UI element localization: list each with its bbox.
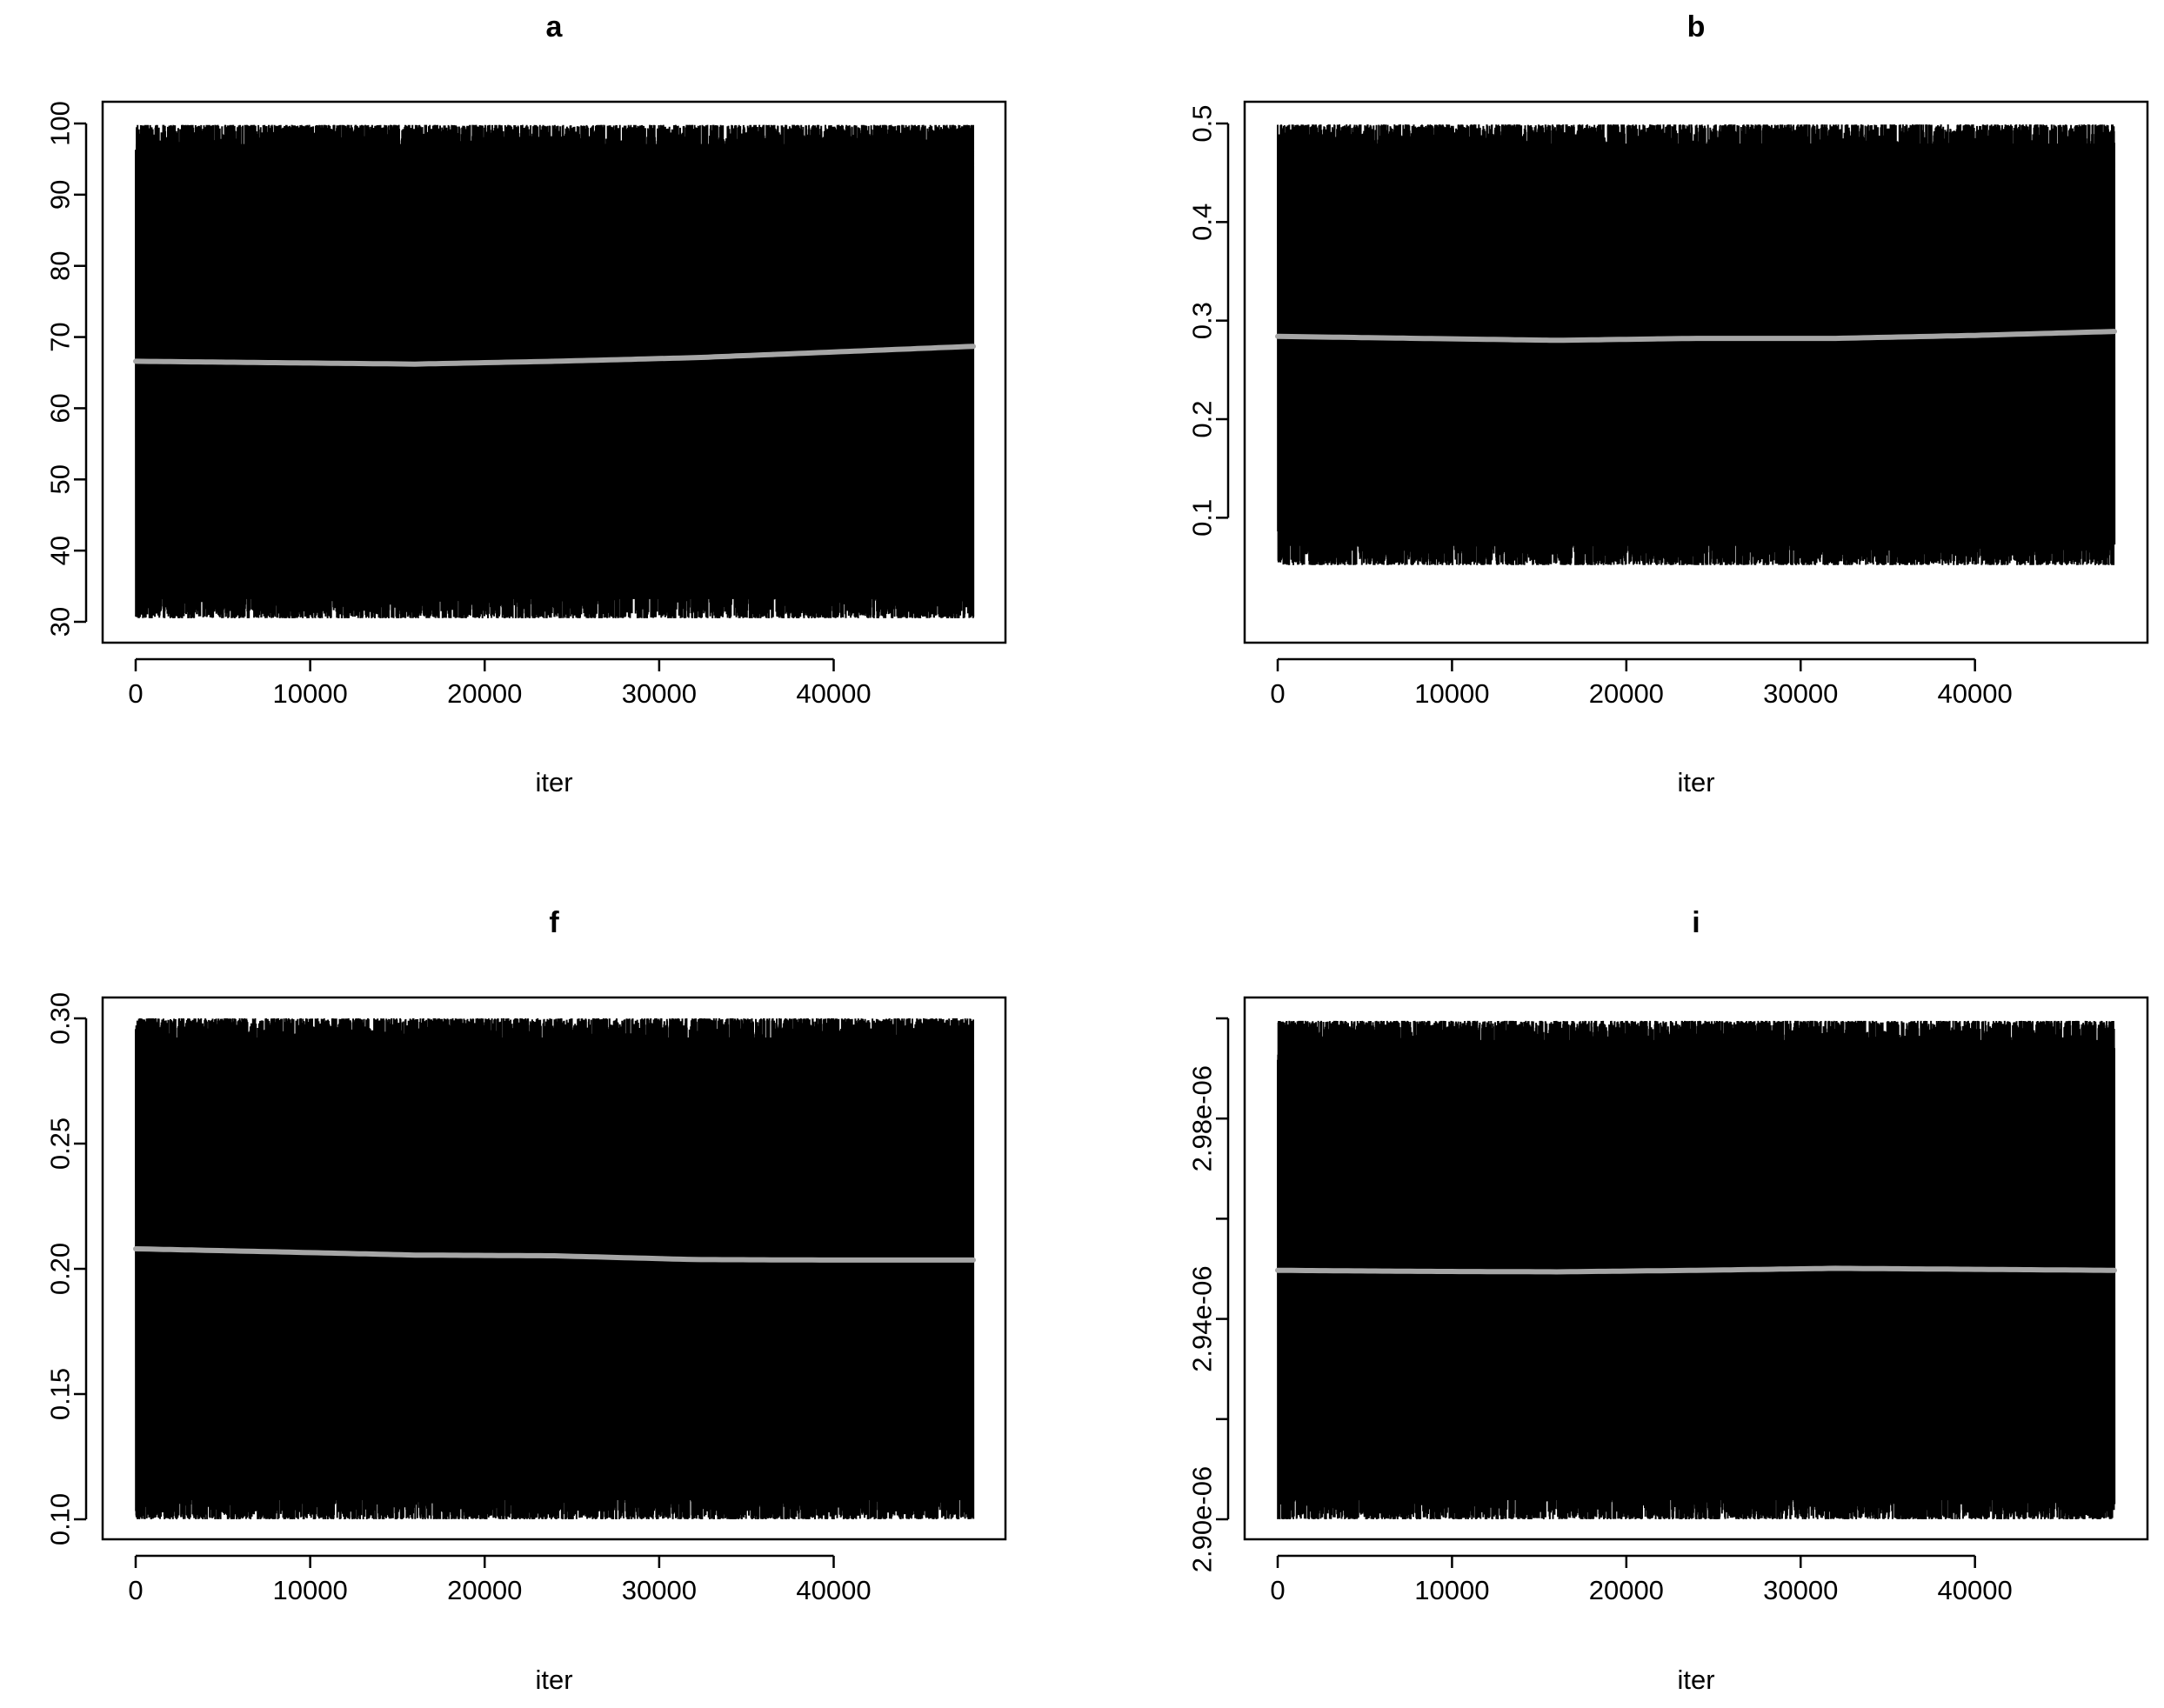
y-tick-label: 0.3: [1187, 302, 1218, 339]
x-tick-label: 20000: [1589, 678, 1664, 709]
y-tick-label: 0.20: [45, 1243, 76, 1295]
y-tick-label: 90: [45, 180, 76, 210]
x-axis-label: iter: [1677, 767, 1714, 797]
panel-title: b: [1687, 10, 1706, 43]
y-tick-label: 60: [45, 393, 76, 423]
trace-line: [1277, 124, 2116, 565]
x-axis-label: iter: [535, 767, 572, 797]
y-tick-label: 30: [45, 607, 76, 637]
x-tick-label: 30000: [622, 1575, 697, 1605]
x-tick-label: 30000: [1763, 1575, 1838, 1605]
y-tick-label: 0.10: [45, 1493, 76, 1545]
y-tick-label: 0.4: [1187, 203, 1218, 241]
panel-title: f: [549, 906, 559, 939]
smooth-line: [133, 1246, 976, 1263]
plot-frame: [1243, 100, 2149, 644]
y-tick-label: 0.1: [1187, 499, 1218, 537]
plot-frame: [1243, 996, 2149, 1541]
panel-title: i: [1692, 906, 1700, 939]
smooth-line: [1275, 329, 2117, 344]
x-tick-label: 10000: [1414, 1575, 1489, 1605]
x-tick-label: 10000: [1414, 678, 1489, 709]
x-tick-label: 10000: [273, 678, 348, 709]
y-tick-label: 2.90e-06: [1187, 1466, 1218, 1572]
y-tick-label: 80: [45, 250, 76, 280]
y-tick-label: 0.25: [45, 1118, 76, 1170]
y-tick-label: 0.2: [1187, 400, 1218, 437]
panel-b: b iter 0 10000 20000 30000 40000 0.1 0.2 0.3 0.4…: [1187, 10, 2149, 797]
smooth-line: [133, 344, 976, 367]
x-tick-label: 0: [1270, 1575, 1285, 1605]
x-tick-label: 40000: [796, 678, 871, 709]
trace-line: [1277, 1020, 2116, 1520]
x-tick-label: 40000: [796, 1575, 871, 1605]
y-tick-label: 0.5: [1187, 104, 1218, 142]
x-axis-label: iter: [1677, 1665, 1714, 1695]
y-tick-label: 40: [45, 536, 76, 565]
x-tick-label: 20000: [447, 678, 522, 709]
trace-line: [135, 124, 975, 618]
x-tick-label: 0: [128, 678, 143, 709]
plot-frame: [101, 996, 1007, 1541]
panel-a: a iter 0 10000 20000 30000 40000 30 40 50 60 70 80…: [45, 10, 1007, 797]
y-tick-label: 100: [45, 101, 76, 146]
x-tick-label: 20000: [447, 1575, 522, 1605]
panel-title: a: [546, 10, 564, 43]
y-tick-label: 2.98e-06: [1187, 1065, 1218, 1171]
x-tick-label: 0: [1270, 678, 1285, 709]
x-tick-label: 10000: [273, 1575, 348, 1605]
y-tick-label: 2.94e-06: [1187, 1265, 1218, 1371]
x-tick-label: 30000: [1763, 678, 1838, 709]
x-tick-label: 0: [128, 1575, 143, 1605]
smooth-line: [1275, 1265, 2117, 1275]
y-tick-label: 0.15: [45, 1368, 76, 1420]
plot-frame: [101, 100, 1007, 644]
panel-f: f iter 0 10000 20000 30000 40000 0.10 0.15 0.20…: [45, 906, 1007, 1695]
x-tick-label: 20000: [1589, 1575, 1664, 1605]
x-tick-label: 40000: [1938, 1575, 2013, 1605]
trace-line: [135, 1017, 975, 1520]
x-axis-label: iter: [535, 1665, 572, 1695]
panel-i: i iter 0 10000 20000 30000 40000 2.90e-06 2.94…: [1187, 906, 2149, 1695]
y-tick-label: 0.30: [45, 992, 76, 1044]
y-tick-label: 50: [45, 464, 76, 494]
y-tick-label: 70: [45, 322, 76, 351]
x-tick-label: 40000: [1938, 678, 2013, 709]
x-tick-label: 30000: [622, 678, 697, 709]
